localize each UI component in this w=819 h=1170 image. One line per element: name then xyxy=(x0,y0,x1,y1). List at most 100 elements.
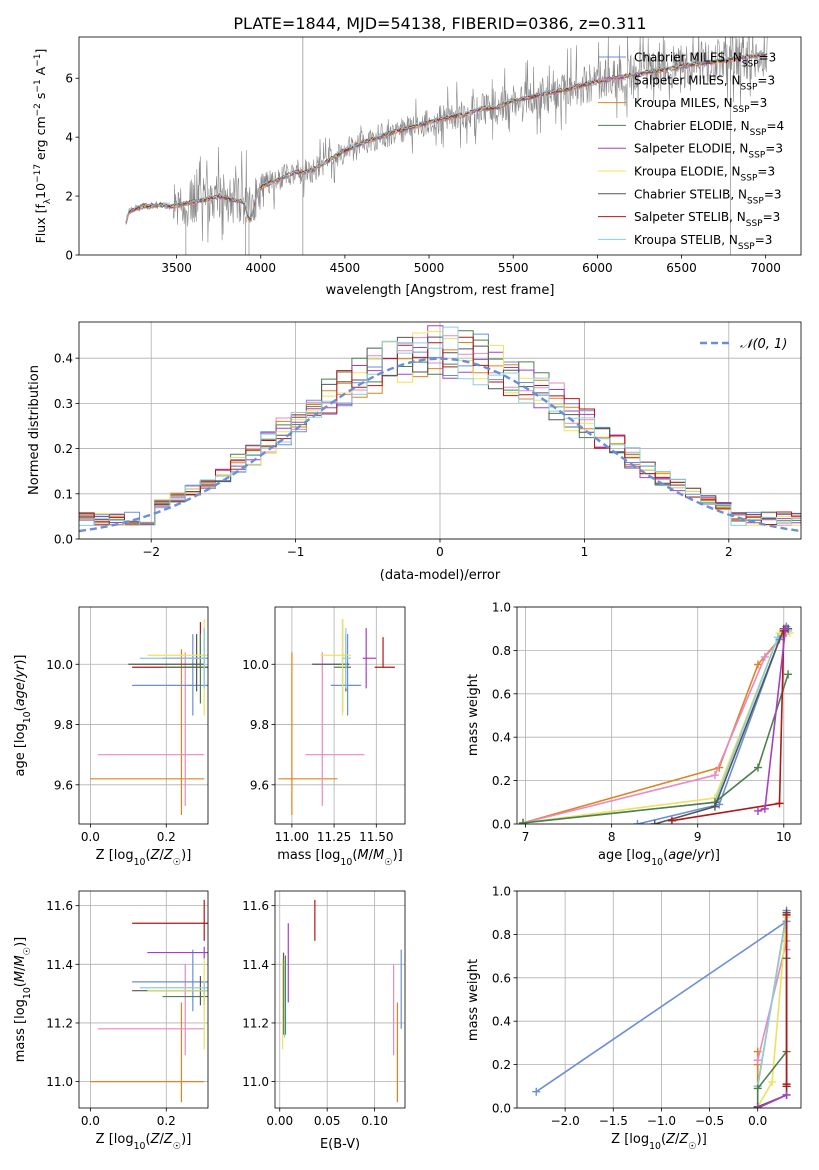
y-tick-label: 0 xyxy=(65,249,73,263)
legend-text-tail: =3 xyxy=(765,142,783,156)
y-axis-label-spectrum-part: erg cm xyxy=(33,116,48,164)
x-axis-label-mw-z-part: Z xyxy=(665,1132,676,1147)
x-axis-label-age-vs-mass-part: ( xyxy=(352,848,357,863)
y-axis-label-age-vs-z: age [log10(age/yr)] xyxy=(13,654,33,776)
y-tick-label: 0.2 xyxy=(492,1058,511,1072)
y-axis-label-age-vs-z-part: )] xyxy=(13,654,28,664)
axes-frame xyxy=(78,890,209,1109)
histogram-salpeter-stelib xyxy=(79,336,801,526)
legend-subscript: SSP xyxy=(748,151,765,161)
errorbar-kroupa-stelib xyxy=(139,628,208,689)
y-tick-label: 10.0 xyxy=(242,658,269,672)
x-axis-label-mass-vs-z-part: ☉ xyxy=(173,1141,181,1152)
x-axis-label-age-vs-z: Z [log10(Z/Z☉)] xyxy=(96,848,192,868)
x-axis-label-mw-z-part: Z xyxy=(678,1132,689,1147)
axes-frame xyxy=(274,606,406,825)
errorbar-salpeter-stelib xyxy=(132,899,208,941)
x-axis-label-mw-age-part: ( xyxy=(663,848,668,863)
y-tick-label: 0.1 xyxy=(54,487,73,501)
x-tick-label: 0.00 xyxy=(266,1114,293,1128)
errorbar-chabrier-stelib xyxy=(312,634,350,692)
x-axis-label-mw-z-part: ☉ xyxy=(688,1141,696,1152)
axes-frame xyxy=(516,606,802,825)
x-axis-label-mw-age-part: 10 xyxy=(651,857,663,868)
legend-text: Salpeter MILES, N xyxy=(634,73,741,87)
legend-text: Salpeter ELODIE, N xyxy=(634,142,748,156)
axes-frame-mass-weight-vs-metallicity: −2.0 −1.5 −1.0 −0.5 0.0 0.0 0.2 0.4 0.6 0.8 1.0 Z [… xyxy=(466,885,802,1152)
y-axis-label-age-vs-z-part: age xyxy=(13,682,28,706)
series-line xyxy=(757,1094,787,1108)
series-line xyxy=(522,632,790,824)
errorbar-kroupa-stelib xyxy=(342,628,351,689)
x-axis-label-mass-vs-z: Z [log10(Z/Z☉)] xyxy=(96,1132,192,1152)
x-axis-label-age-vs-mass-part: M xyxy=(373,848,384,863)
y-tick-label: 0.4 xyxy=(492,731,511,745)
legend-text-tail: =4 xyxy=(766,119,784,133)
x-axis-label-mw-z-part: ( xyxy=(661,1132,666,1147)
y-tick-label: 0.6 xyxy=(492,971,511,985)
series-kroupa-stelib xyxy=(519,626,793,824)
x-tick-label: 0.2 xyxy=(157,830,176,844)
gaussian-curve xyxy=(79,357,801,533)
x-axis-label-mw-z-part: / xyxy=(675,1132,680,1147)
errorbar-chabrier-elodie xyxy=(162,634,208,704)
y-tick-label: 4 xyxy=(65,131,73,145)
errorbar-salpeter-elodie xyxy=(147,946,208,959)
y-axis-label-age-vs-z-part: / xyxy=(13,677,28,682)
y-axis-label-mass-vs-z-part: mass [log xyxy=(13,999,28,1062)
y-axis-label-age-vs-z-part: ( xyxy=(13,706,28,711)
y-tick-label: 11.6 xyxy=(242,899,269,913)
x-tick-label: 2 xyxy=(725,545,733,559)
legend-entry-kroupa-stelib: Kroupa STELIB, NSSP=3 xyxy=(634,233,772,252)
y-tick-label: 9.6 xyxy=(250,778,269,792)
x-axis-label-age-vs-z-part: Z [log xyxy=(96,848,134,863)
plot-area-age-vs-mass xyxy=(278,619,395,815)
y-tick-label: 0.2 xyxy=(492,774,511,788)
axes-frame-mass-vs-metallicity: 0.0 0.211.011.211.411.6Z [log10(Z/Z☉)]mas… xyxy=(13,890,209,1152)
plot-area-mass-weight-vs-age xyxy=(519,622,794,824)
errorbar-kroupa-miles xyxy=(90,649,205,815)
series-marker xyxy=(775,799,784,808)
x-axis-label-mw-age-part: age [log xyxy=(598,848,651,863)
y-axis-label-mass-vs-z-part: M xyxy=(13,971,28,982)
x-axis-label-mw-age-part: age xyxy=(668,848,692,863)
series-line xyxy=(654,627,789,824)
x-tick-label: 1 xyxy=(581,545,589,559)
y-tick-label: 11.2 xyxy=(46,1016,73,1030)
x-axis-label-spectrum: wavelength [Angstrom, rest frame] xyxy=(326,283,555,298)
x-axis-label-mw-z: Z [log10(Z/Z☉)] xyxy=(611,1132,707,1152)
model-line-kroupa-stelib xyxy=(125,51,768,222)
x-tick-label: −0.5 xyxy=(695,1114,724,1128)
y-tick-label: 6 xyxy=(65,72,73,86)
legend-entry-gaussian: 𝒩(0, 1) xyxy=(740,337,787,352)
y-tick-label: 0.8 xyxy=(492,644,511,658)
x-axis-label-age-vs-mass-part: / xyxy=(369,848,374,863)
series-kroupa-miles xyxy=(519,624,793,824)
y-tick-label: 9.8 xyxy=(250,718,269,732)
x-tick-label: −2 xyxy=(142,545,160,559)
legend-subscript: SSP xyxy=(746,219,763,229)
x-axis-label-mass-vs-z-part: / xyxy=(159,1132,164,1147)
legend-residuals: 𝒩(0, 1) xyxy=(700,337,787,352)
series-marker xyxy=(760,804,769,813)
series-marker xyxy=(753,1104,762,1108)
legend-subscript: SSP xyxy=(733,105,750,115)
y-axis-label-spectrum-part: −1 xyxy=(33,79,43,92)
legend-entry-kroupa-elodie: Kroupa ELODIE, NSSP=3 xyxy=(634,165,775,184)
y-axis-label-mass-vs-z-part: / xyxy=(13,966,28,971)
y-axis-label-spectrum: Flux [fλ10−17 erg cm−2 s−1 A−1] xyxy=(33,49,53,244)
axes-frame-residuals: −2 −1 0 1 2 0.0 0.1 0.2 0.3 0.4 (data-model)/error… xyxy=(27,321,802,583)
plot-area-age-vs-metallicity xyxy=(90,619,208,815)
plot-area-mass-vs-extinction xyxy=(281,899,402,1103)
legend-subscript: SSP xyxy=(741,82,758,92)
legend-entry-kroupa-miles: Kroupa MILES, NSSP=3 xyxy=(634,96,767,115)
series-marker xyxy=(760,652,769,661)
x-axis-label-age-vs-mass-part: mass [log xyxy=(277,848,340,863)
grid-residuals xyxy=(79,322,801,540)
legend-entry-chabrier-miles: Chabrier MILES, NSSP=3 xyxy=(634,51,776,70)
legend-text-tail: =3 xyxy=(757,165,775,179)
legend-text-tail: =3 xyxy=(763,210,781,224)
